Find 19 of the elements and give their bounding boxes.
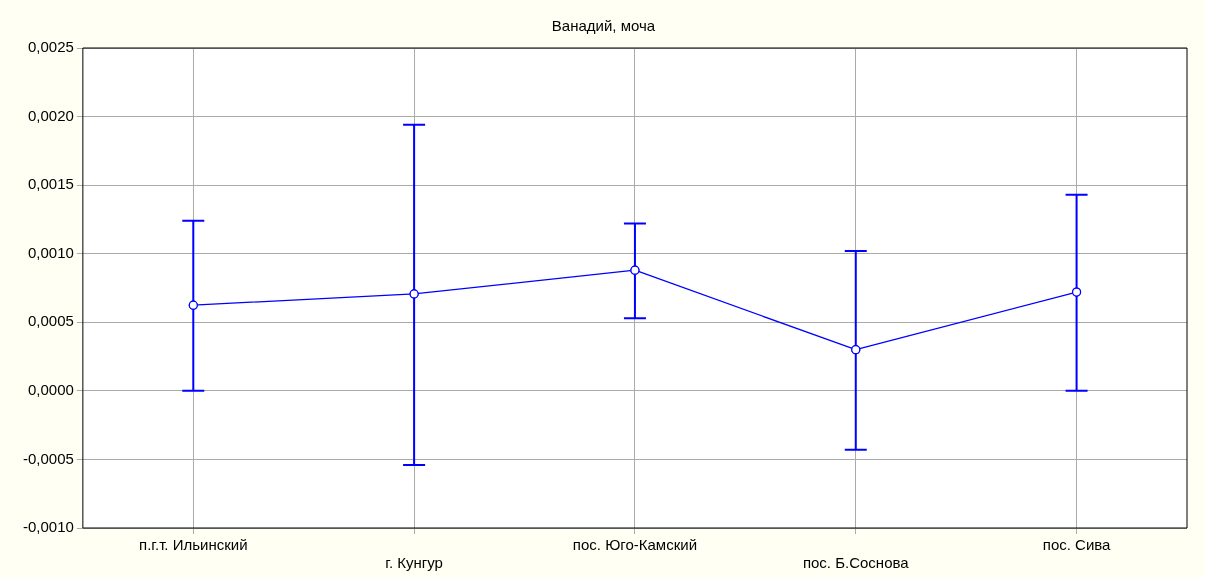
point: [188, 300, 198, 310]
x-tick-label: п.г.т. Ильинский: [139, 536, 248, 554]
chart-title: Ванадий, моча: [551, 17, 656, 35]
x-tick-label: г. Кунгур: [385, 554, 443, 572]
y-tick-label: 0,0025: [27, 38, 74, 56]
y-tick-label: -0,0005: [23, 449, 74, 467]
point: [630, 265, 640, 275]
x-tick-label: пос. Б.Соснова: [802, 554, 910, 572]
point: [409, 289, 419, 299]
point: [851, 345, 861, 355]
y-tick-label: -0,0010: [23, 518, 74, 536]
y-tick-label: 0,0005: [27, 312, 74, 330]
y-tick-label: 0,0015: [27, 175, 74, 193]
y-tick-label: 0,0000: [27, 381, 74, 398]
x-tick-label: пос. Юго-Камский: [572, 536, 698, 554]
point: [1071, 287, 1082, 297]
y-tick-label: 0,0020: [27, 106, 74, 124]
x-tick-label: пос. Сива: [1042, 536, 1112, 554]
y-tick-label: 0,0010: [27, 243, 74, 261]
